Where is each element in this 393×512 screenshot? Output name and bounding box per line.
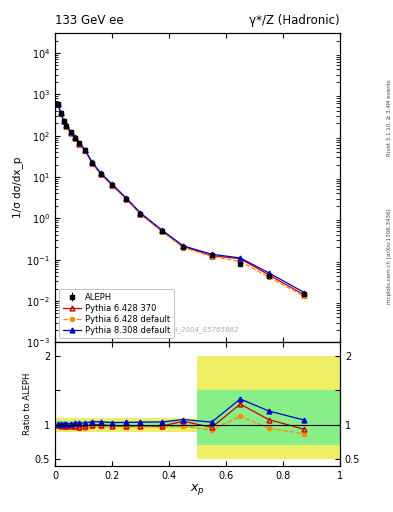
Pythia 6.428 default: [55, 101, 60, 108]
Pythia 6.428 370: [59, 111, 63, 117]
Pythia 6.428 default: [73, 135, 77, 141]
Pythia 6.428 default: [110, 182, 114, 188]
Pythia 8.308 default: [83, 146, 87, 153]
Pythia 6.428 370: [77, 141, 82, 147]
Pythia 6.428 370: [64, 123, 69, 129]
Pythia 8.308 default: [77, 140, 82, 146]
Pythia 6.428 default: [266, 274, 271, 280]
Pythia 8.308 default: [55, 101, 60, 107]
Text: Rivet 3.1.10, ≥ 3.4M events: Rivet 3.1.10, ≥ 3.4M events: [387, 79, 391, 156]
Pythia 8.308 default: [160, 227, 164, 233]
Pythia 6.428 370: [302, 292, 307, 298]
Pythia 6.428 default: [64, 123, 69, 129]
Pythia 8.308 default: [98, 170, 103, 176]
Pythia 8.308 default: [61, 117, 66, 123]
Line: Pythia 6.428 370: Pythia 6.428 370: [55, 102, 307, 297]
Legend: ALEPH, Pythia 6.428 370, Pythia 6.428 default, Pythia 8.308 default: ALEPH, Pythia 6.428 370, Pythia 6.428 de…: [59, 289, 174, 338]
Pythia 6.428 default: [90, 160, 94, 166]
Pythia 6.428 default: [138, 211, 143, 217]
Pythia 6.428 default: [77, 141, 82, 147]
Pythia 8.308 default: [181, 243, 185, 249]
Pythia 6.428 370: [209, 252, 214, 259]
X-axis label: $x_p$: $x_p$: [190, 482, 205, 497]
Pythia 6.428 default: [83, 148, 87, 154]
Y-axis label: 1/σ dσ/dx_p: 1/σ dσ/dx_p: [13, 157, 24, 219]
Pythia 8.308 default: [209, 251, 214, 258]
Pythia 6.428 370: [68, 130, 73, 136]
Pythia 6.428 default: [61, 118, 66, 124]
Text: 133 GeV ee: 133 GeV ee: [55, 14, 124, 27]
Pythia 6.428 370: [110, 182, 114, 188]
Pythia 6.428 370: [181, 243, 185, 249]
Pythia 6.428 default: [68, 130, 73, 136]
Pythia 6.428 370: [83, 147, 87, 154]
Pythia 8.308 default: [238, 255, 242, 261]
Pythia 6.428 default: [160, 228, 164, 234]
Line: Pythia 6.428 default: Pythia 6.428 default: [56, 102, 307, 298]
Pythia 6.428 default: [209, 253, 214, 260]
Pythia 6.428 default: [302, 293, 307, 300]
Y-axis label: Ratio to ALEPH: Ratio to ALEPH: [23, 373, 32, 435]
Pythia 6.428 370: [98, 170, 103, 177]
Pythia 6.428 370: [73, 135, 77, 141]
Pythia 8.308 default: [73, 134, 77, 140]
Pythia 8.308 default: [302, 289, 307, 295]
Pythia 6.428 370: [138, 211, 143, 217]
Pythia 8.308 default: [64, 122, 69, 129]
Pythia 6.428 370: [266, 272, 271, 278]
Pythia 6.428 default: [59, 111, 63, 117]
Pythia 8.308 default: [59, 110, 63, 116]
Pythia 6.428 370: [160, 228, 164, 234]
Pythia 6.428 default: [124, 196, 129, 202]
Pythia 6.428 370: [90, 160, 94, 166]
Pythia 6.428 default: [98, 171, 103, 177]
Pythia 6.428 default: [181, 245, 185, 251]
Text: mcplots.cern.ch [arXiv:1306.3436]: mcplots.cern.ch [arXiv:1306.3436]: [387, 208, 391, 304]
Pythia 8.308 default: [68, 129, 73, 135]
Pythia 6.428 370: [55, 101, 60, 107]
Line: Pythia 8.308 default: Pythia 8.308 default: [55, 101, 307, 295]
Pythia 8.308 default: [266, 270, 271, 276]
Pythia 6.428 default: [238, 259, 242, 265]
Pythia 8.308 default: [110, 181, 114, 187]
Pythia 8.308 default: [124, 195, 129, 201]
Pythia 8.308 default: [138, 210, 143, 216]
Pythia 6.428 370: [124, 196, 129, 202]
Text: ALEPH_2004_S5765862: ALEPH_2004_S5765862: [156, 326, 239, 333]
Pythia 6.428 370: [61, 118, 66, 124]
Text: γ*/Z (Hadronic): γ*/Z (Hadronic): [249, 14, 340, 27]
Pythia 8.308 default: [90, 159, 94, 165]
Pythia 6.428 370: [238, 255, 242, 262]
